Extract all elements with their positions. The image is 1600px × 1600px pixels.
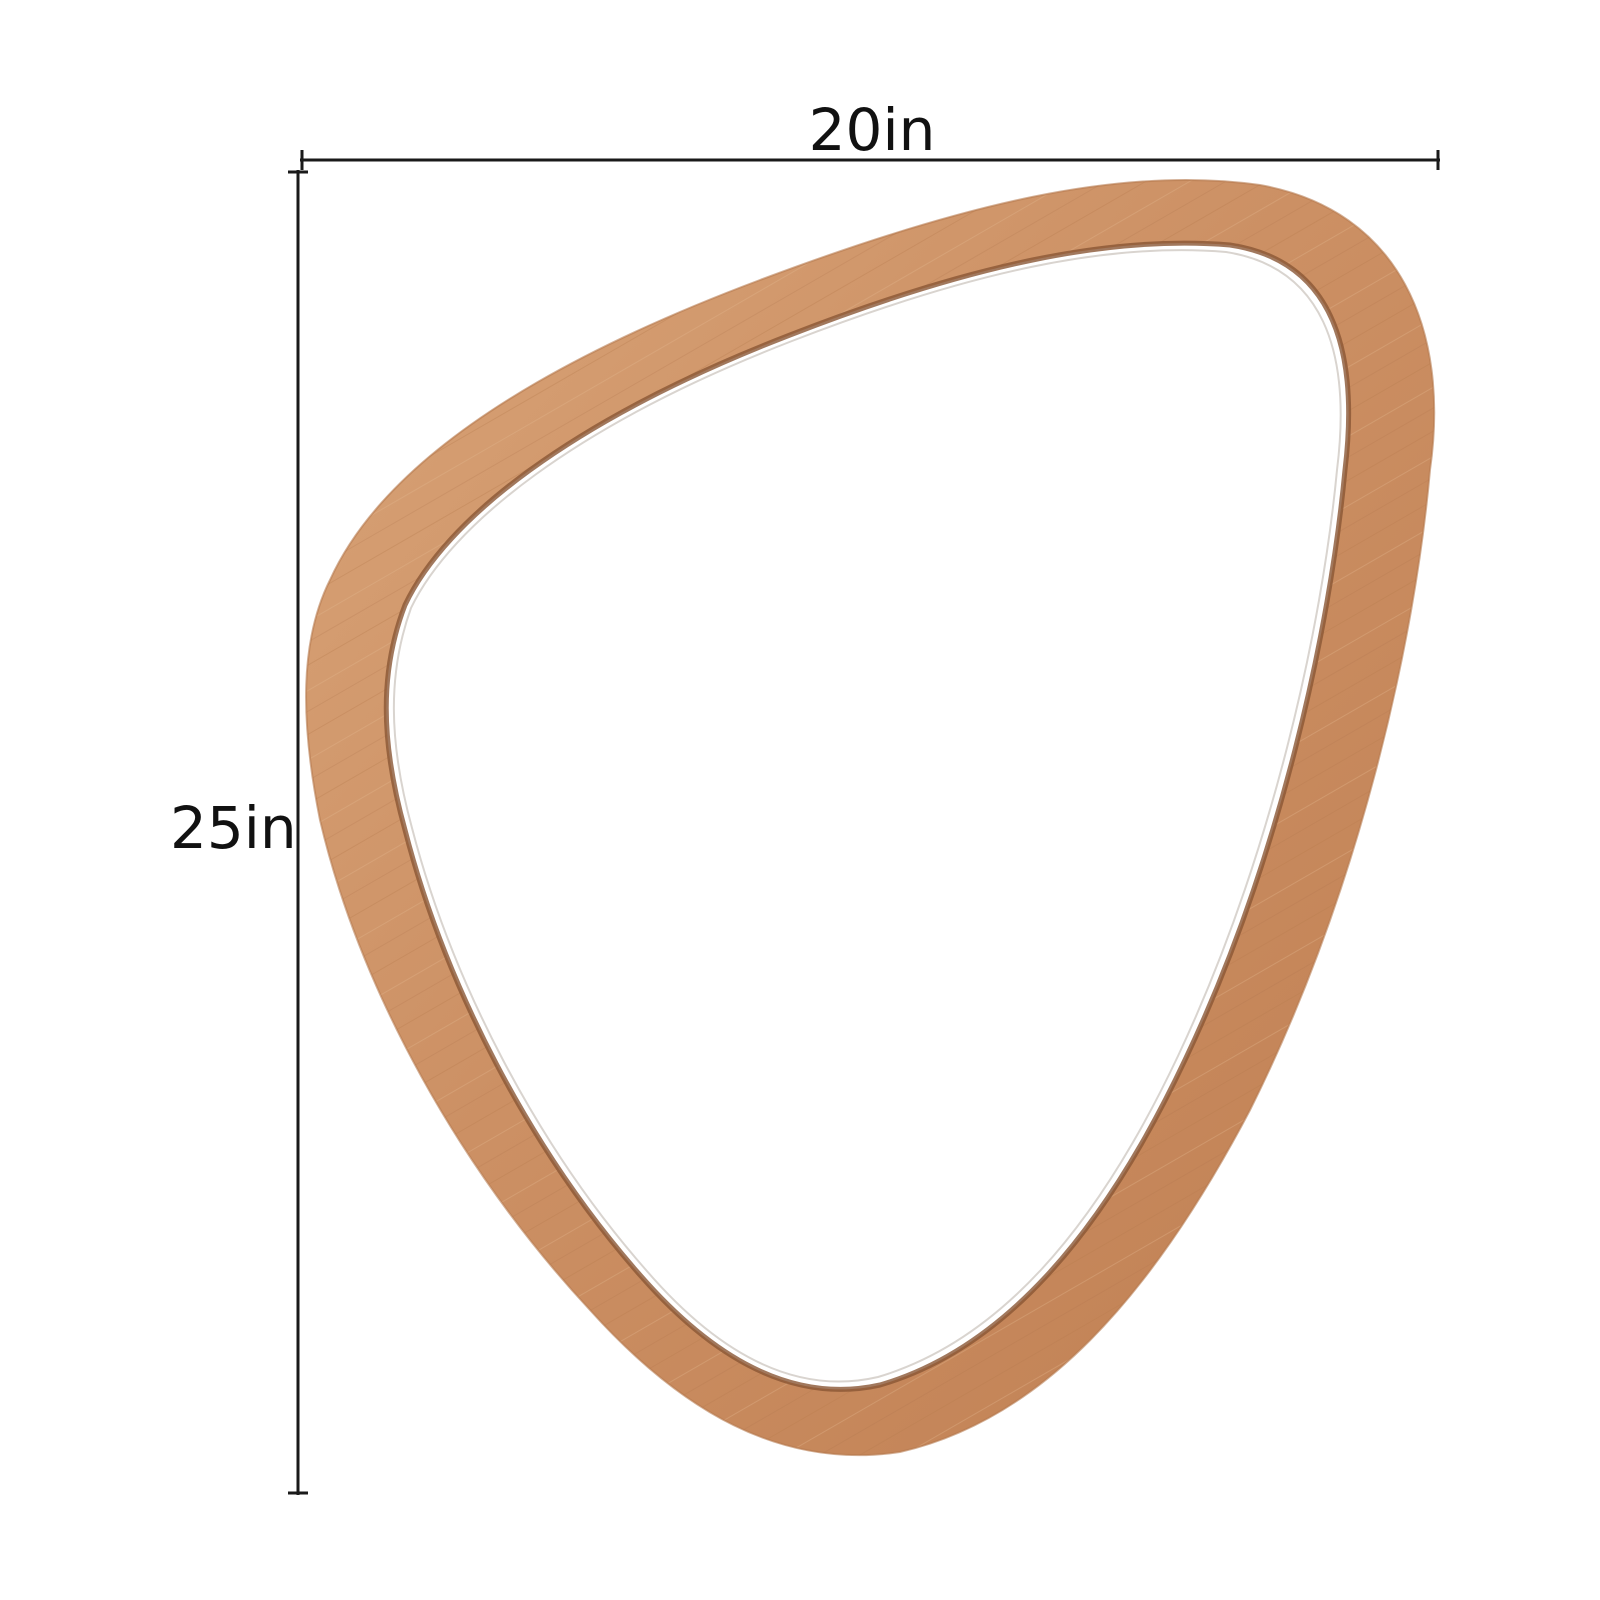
width-dimension: 20in <box>300 96 1440 170</box>
height-dimension: 25in <box>170 170 308 1495</box>
width-label: 20in <box>809 96 936 164</box>
mirror-frame <box>305 178 1436 1457</box>
frame-outer-edge <box>305 178 1436 1457</box>
frame-inner-edge <box>383 240 1352 1392</box>
mirror-glass <box>392 249 1342 1383</box>
height-label: 25in <box>170 794 297 862</box>
frame-grain-overlay <box>306 179 1435 1456</box>
